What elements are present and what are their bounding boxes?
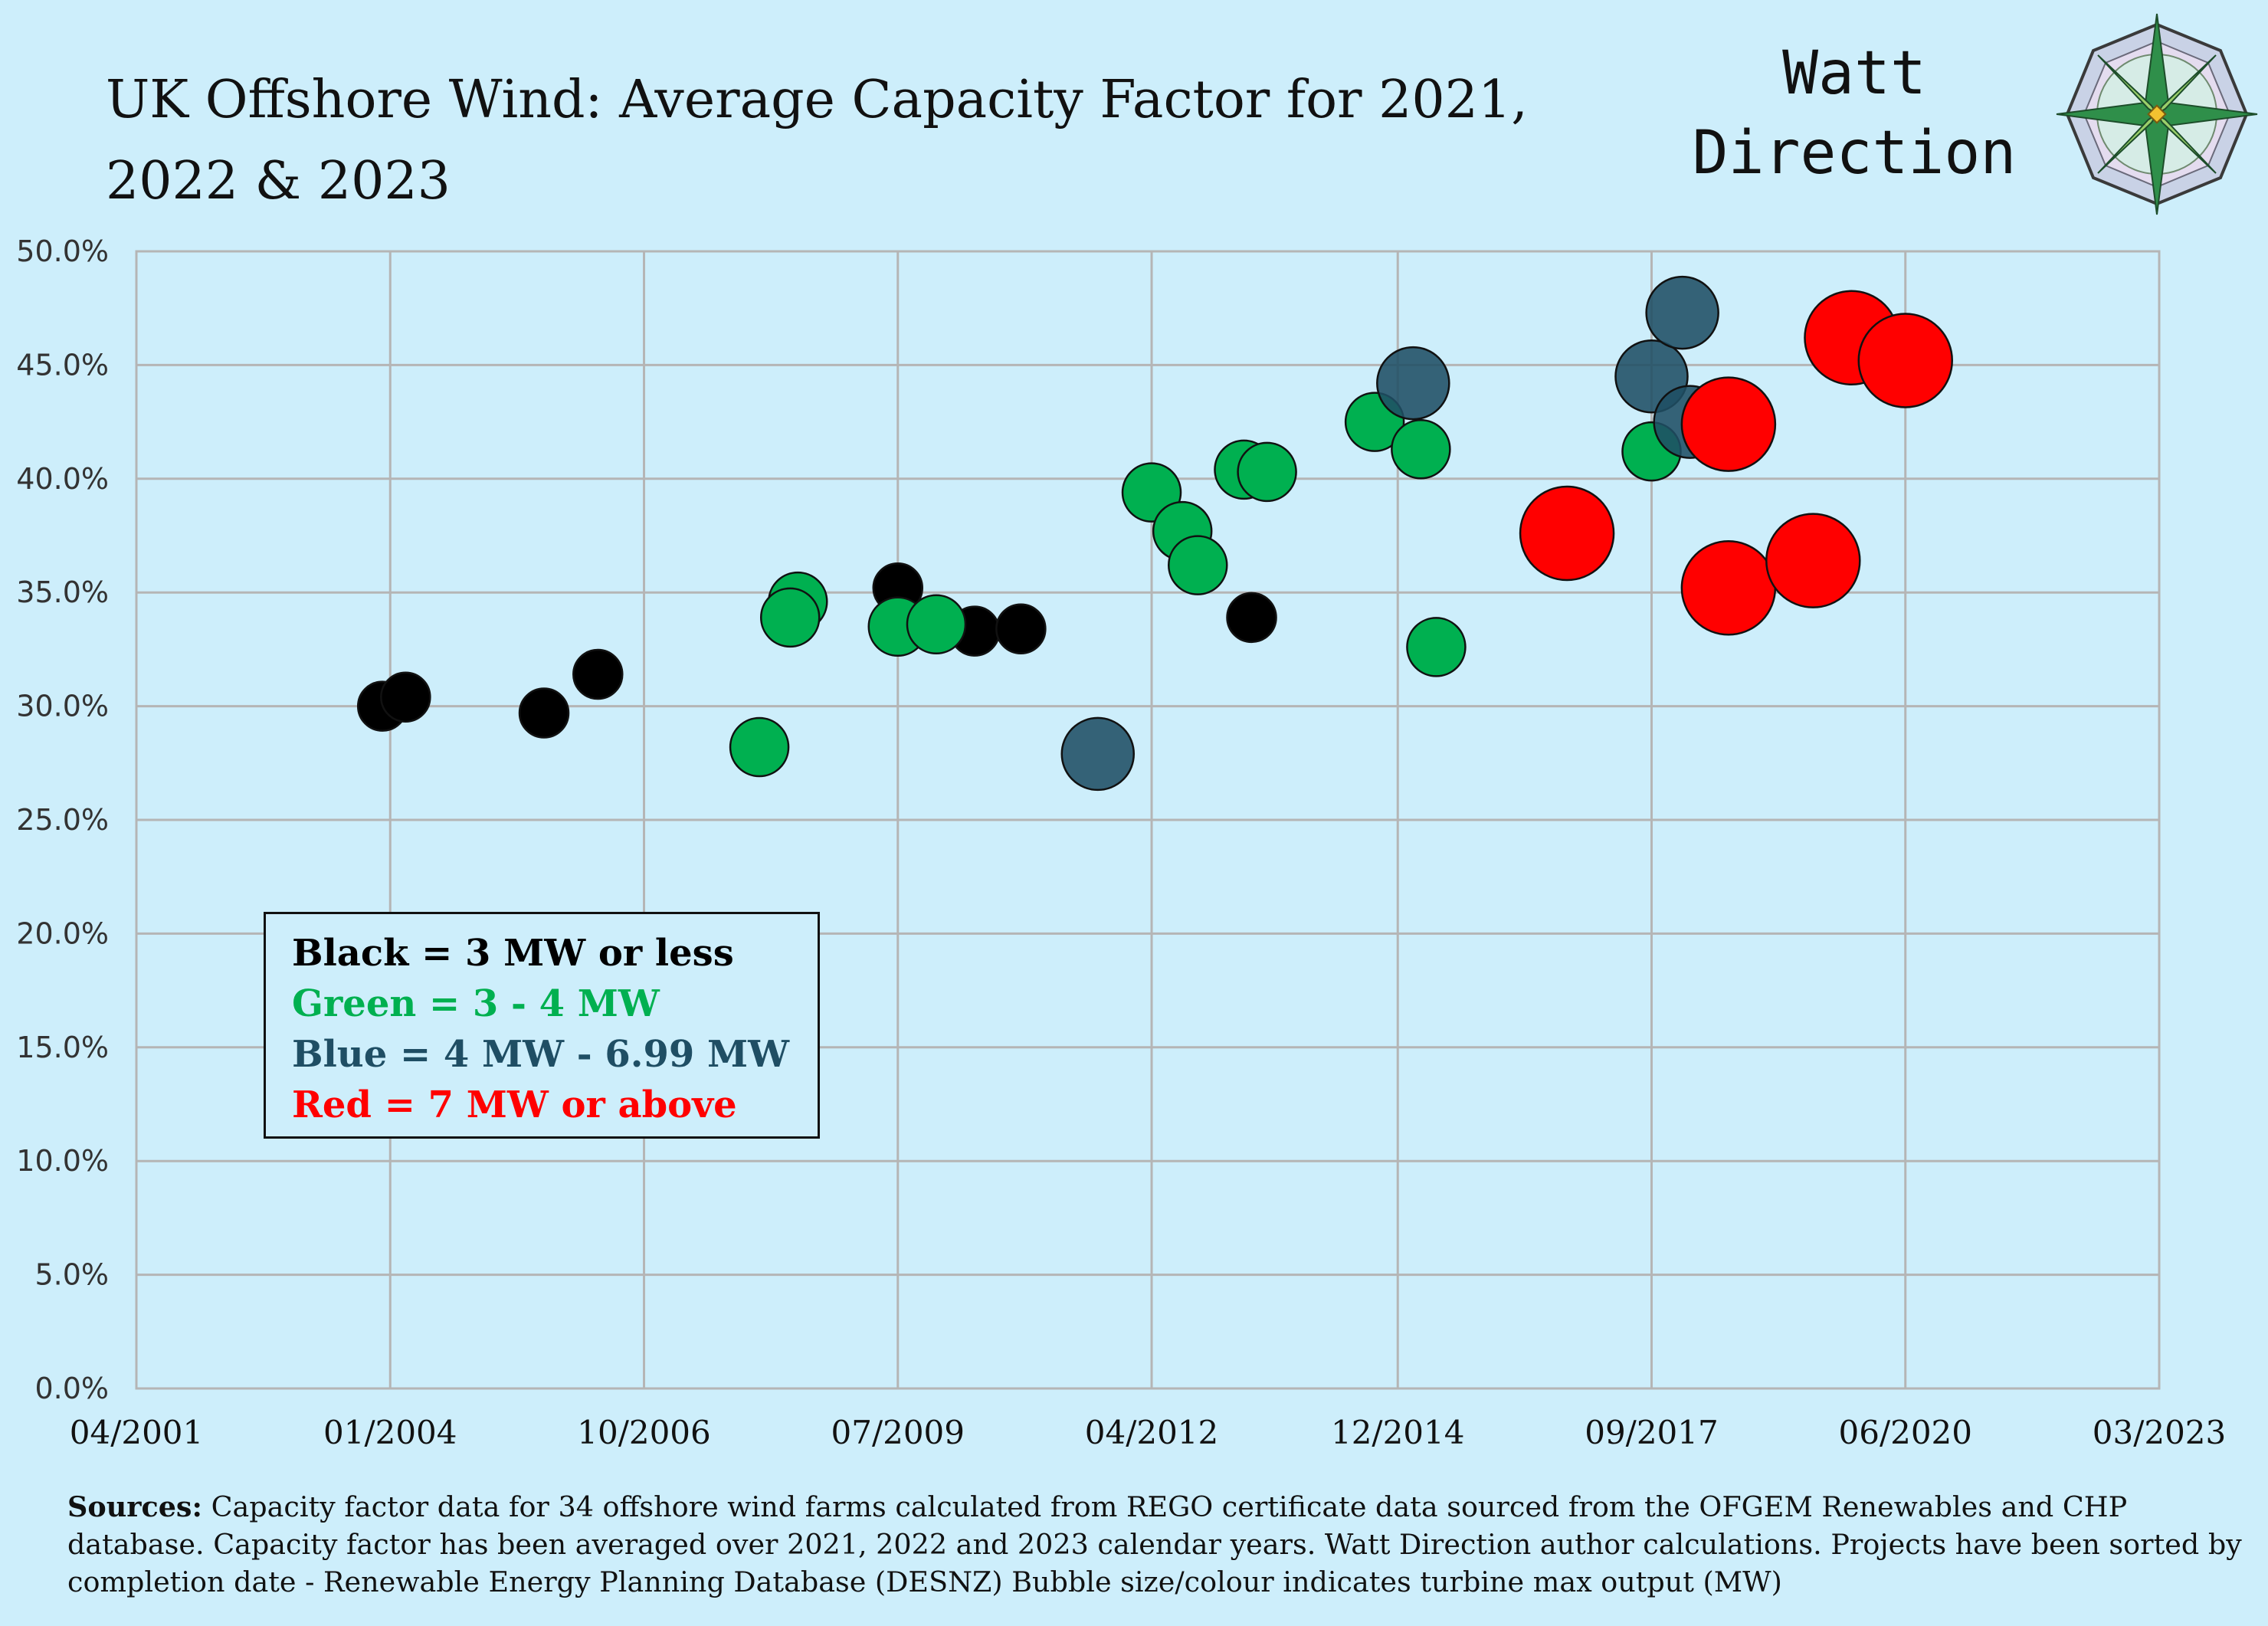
data-point [1765,513,1861,608]
data-point [906,594,967,655]
data-point [1406,617,1467,677]
data-point [1167,535,1228,595]
y-tick-label: 25.0% [16,803,109,837]
series-0 [356,562,1277,739]
data-point [1857,313,1953,408]
scatter-chart: 0.0% 5.0% 10.0% 15.0% 20.0% 25.0% 30.0% 35.0% 40… [16,234,2226,1451]
compass-rose-icon [2056,13,2258,215]
y-tick-label: 20.0% [16,916,109,950]
legend-item-black: Black = 3 MW or less [292,932,734,975]
data-point [1645,275,1719,350]
y-tick-label: 5.0% [34,1258,109,1292]
data-point [1237,441,1297,503]
legend-item-green: Green = 3 - 4 MW [292,982,660,1025]
x-tick-label: 06/2020 [1839,1414,1972,1451]
y-axis-tick-labels: 0.0% 5.0% 10.0% 15.0% 20.0% 25.0% 30.0% 35.0% 40… [16,234,109,1405]
data-point [572,648,624,700]
y-tick-label: 15.0% [16,1031,109,1064]
grid-lines [135,250,2161,1390]
data-point [1226,592,1277,644]
x-tick-label: 09/2017 [1585,1414,1718,1451]
legend: Black = 3 MW or less Green = 3 - 4 MW Bl… [264,912,820,1139]
data-point [729,716,790,778]
y-tick-label: 0.0% [34,1372,109,1405]
chart-title: UK Offshore Wind: Average Capacity Facto… [106,70,1528,211]
x-axis-tick-labels: 04/2001 01/2004 10/2006 07/2009 04/2012 12/20… [70,1414,2226,1451]
data-point [1060,716,1136,792]
data-point [1519,485,1615,582]
sources-footnote: Sources: Capacity factor data for 34 off… [67,1488,2243,1601]
data-point [759,587,821,648]
data-point [995,603,1047,654]
x-tick-label: 12/2014 [1331,1414,1464,1451]
data-point [380,671,431,723]
sources-text: Capacity factor data for 34 offshore win… [67,1490,2242,1598]
legend-item-blue: Blue = 4 MW - 6.99 MW [292,1033,790,1076]
y-tick-label: 40.0% [16,462,109,496]
brand-line-1: Watt [1782,39,1926,108]
legend-item-red: Red = 7 MW or above [292,1083,737,1126]
data-point [518,687,570,739]
y-tick-label: 30.0% [16,690,109,723]
series-1 [729,392,1682,778]
y-tick-label: 45.0% [16,348,109,382]
x-tick-label: 04/2001 [70,1414,203,1451]
y-tick-label: 35.0% [16,575,109,609]
brand-name: Watt Direction [1640,34,2069,193]
data-point [1680,540,1777,636]
y-tick-label: 50.0% [16,234,109,268]
data-point [1391,418,1451,480]
x-tick-label: 07/2009 [831,1414,965,1451]
x-tick-label: 01/2004 [323,1414,457,1451]
data-points [356,275,1953,792]
brand-line-2: Direction [1692,119,2017,188]
x-tick-label: 10/2006 [577,1414,710,1451]
y-tick-label: 10.0% [16,1144,109,1178]
data-point [1680,376,1777,472]
data-point [1376,346,1450,421]
x-tick-label: 03/2023 [2093,1414,2226,1451]
sources-label: Sources: [67,1490,202,1523]
x-tick-label: 04/2012 [1085,1414,1218,1451]
series-3 [1519,290,1953,636]
